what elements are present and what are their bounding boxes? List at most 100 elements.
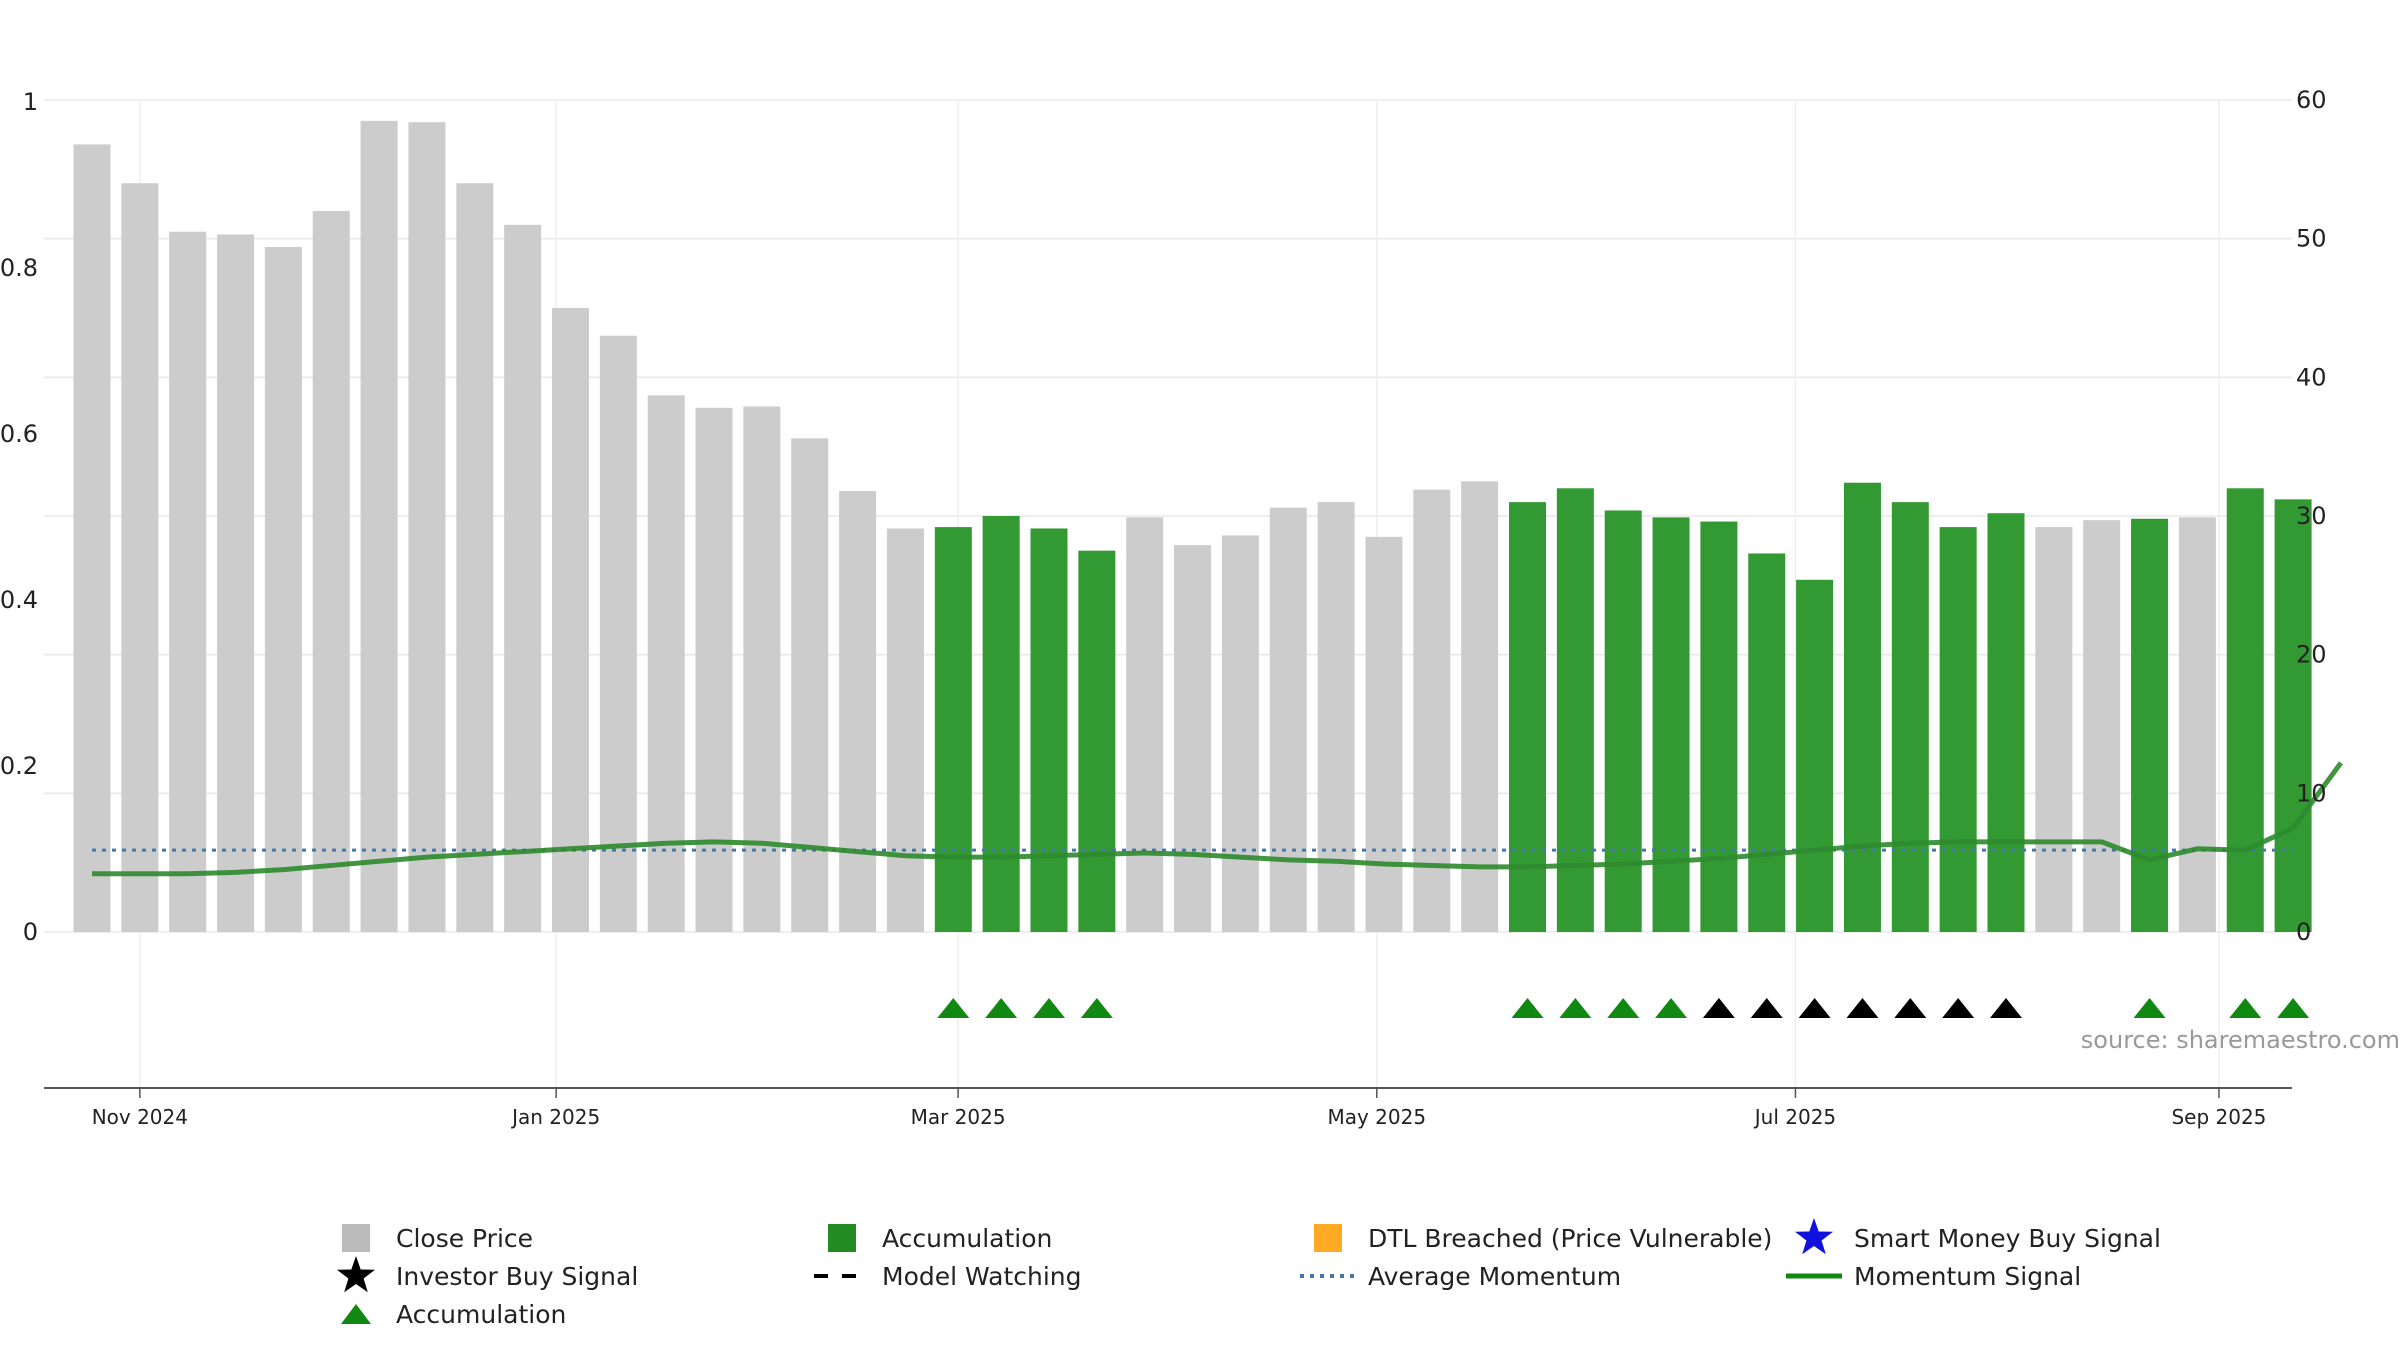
accumulation-bar: [1939, 527, 1977, 932]
accumulation-bar: [1652, 517, 1690, 932]
left-tick-label: 0.6: [0, 420, 38, 448]
close-price-bar: [360, 120, 398, 933]
accumulation-bar: [2131, 518, 2169, 932]
x-tick-label: Sep 2025: [2171, 1105, 2266, 1129]
legend-label: Smart Money Buy Signal: [1854, 1224, 2161, 1253]
investor-buy-triangle: [1750, 998, 1783, 1018]
bars-layer: [73, 120, 2312, 933]
legend-item: Momentum Signal: [1786, 1262, 2081, 1291]
close-price-bar: [121, 183, 159, 932]
close-price-bar: [1269, 507, 1307, 932]
legend-label: Model Watching: [882, 1262, 1082, 1291]
accumulation-bar: [1748, 553, 1786, 932]
x-tick-label: May 2025: [1327, 1105, 1426, 1129]
close-price-bar: [264, 246, 302, 932]
markers-layer: [937, 998, 2310, 1018]
accumulation-triangle: [1511, 998, 1544, 1018]
close-price-bar: [217, 234, 255, 933]
investor-buy-triangle: [1990, 998, 2022, 1018]
accumulation-bar: [1078, 550, 1116, 932]
x-tick-label: Nov 2024: [92, 1105, 188, 1129]
gray-square-icon: [342, 1224, 370, 1252]
right-tick-label: 10: [2296, 779, 2327, 807]
close-price-bar: [312, 210, 350, 932]
close-price-bar: [1317, 502, 1355, 932]
lines-layer: [92, 761, 2343, 877]
accumulation-triangle: [2133, 998, 2166, 1018]
accumulation-bar: [982, 516, 1020, 932]
close-price-bar: [1174, 545, 1212, 932]
accumulation-bar: [1891, 502, 1929, 932]
legend-item: Accumulation: [828, 1224, 1052, 1253]
close-price-bar: [886, 528, 924, 932]
right-tick-label: 50: [2296, 225, 2327, 253]
close-price-bar: [1413, 489, 1451, 932]
left-tick-label: 0.2: [0, 752, 38, 780]
left-tick-label: 1: [23, 88, 38, 116]
legend-label: DTL Breached (Price Vulnerable): [1368, 1224, 1772, 1253]
close-price-bar: [169, 231, 207, 932]
close-price-bar: [791, 438, 829, 932]
x-tick-label: Jan 2025: [510, 1105, 600, 1129]
close-price-bar: [695, 407, 733, 933]
x-tick-label: Jul 2025: [1753, 1105, 1836, 1129]
legend-label: Accumulation: [882, 1224, 1052, 1253]
accumulation-triangle: [985, 998, 1018, 1018]
investor-buy-triangle: [1846, 998, 1879, 1018]
investor-buy-triangle: [1894, 998, 1927, 1018]
accumulation-triangle: [1559, 998, 1592, 1018]
right-tick-label: 60: [2296, 86, 2327, 114]
close-price-bar: [1365, 536, 1403, 932]
legend-item: Investor Buy Signal: [337, 1256, 638, 1293]
accumulation-bar: [1987, 513, 2025, 932]
left-tick-label: 0.8: [0, 254, 38, 282]
close-price-bar: [1126, 517, 1164, 932]
accumulation-bar: [1796, 579, 1834, 932]
source-note: source: sharemaestro.com: [2081, 1026, 2400, 1054]
legend-label: Accumulation: [396, 1300, 566, 1329]
accumulation-bar: [1604, 510, 1642, 932]
axes-layer: Nov 2024 Jan 2025 Mar 2025 May 2025 Jul 2025…: [0, 86, 2327, 1129]
investor-buy-triangle: [1798, 998, 1831, 1018]
orange-square-icon: [1314, 1224, 1342, 1252]
legend-label: Momentum Signal: [1854, 1262, 2081, 1291]
accumulation-bar: [1700, 521, 1738, 932]
accumulation-triangle: [1080, 998, 1113, 1018]
legend-item: Average Momentum: [1300, 1262, 1621, 1291]
accumulation-triangle: [2229, 998, 2262, 1018]
legend-item: Accumulation: [341, 1300, 566, 1329]
green-triangle-icon: [341, 1304, 371, 1324]
legend-item: Smart Money Buy Signal: [1795, 1218, 2161, 1255]
close-price-bar: [73, 144, 111, 932]
close-price-bar: [408, 122, 446, 933]
right-tick-label: 30: [2296, 502, 2327, 530]
accumulation-bar: [2274, 499, 2312, 932]
right-tick-label: 0: [2296, 918, 2311, 946]
investor-buy-triangle: [1702, 998, 1735, 1018]
accumulation-triangle: [2277, 998, 2310, 1018]
right-tick-label: 40: [2296, 363, 2327, 391]
accumulation-triangle: [1655, 998, 1688, 1018]
legend-label: Average Momentum: [1368, 1262, 1621, 1291]
legend: Close Price Accumulation DTL Breached (Pri…: [337, 1218, 2161, 1329]
legend-label: Close Price: [396, 1224, 533, 1253]
accumulation-triangle: [937, 998, 970, 1018]
x-tick-label: Mar 2025: [911, 1105, 1006, 1129]
close-price-bar: [2178, 517, 2216, 932]
legend-item: Close Price: [342, 1224, 533, 1253]
close-price-bar: [1221, 535, 1259, 932]
legend-item: DTL Breached (Price Vulnerable): [1314, 1224, 1772, 1253]
black-star-icon: [337, 1256, 375, 1293]
accumulation-triangle: [1033, 998, 1065, 1018]
close-price-bar: [2083, 520, 2121, 932]
close-price-bar: [743, 406, 781, 932]
accumulation-bar: [1843, 482, 1881, 932]
close-price-bar: [839, 491, 877, 932]
legend-label: Investor Buy Signal: [396, 1262, 638, 1291]
close-price-bar: [2035, 527, 2073, 932]
close-price-bar: [504, 224, 542, 933]
investor-buy-triangle: [1942, 998, 1975, 1018]
accumulation-bar: [2226, 488, 2264, 932]
close-price-bar: [1461, 481, 1499, 932]
